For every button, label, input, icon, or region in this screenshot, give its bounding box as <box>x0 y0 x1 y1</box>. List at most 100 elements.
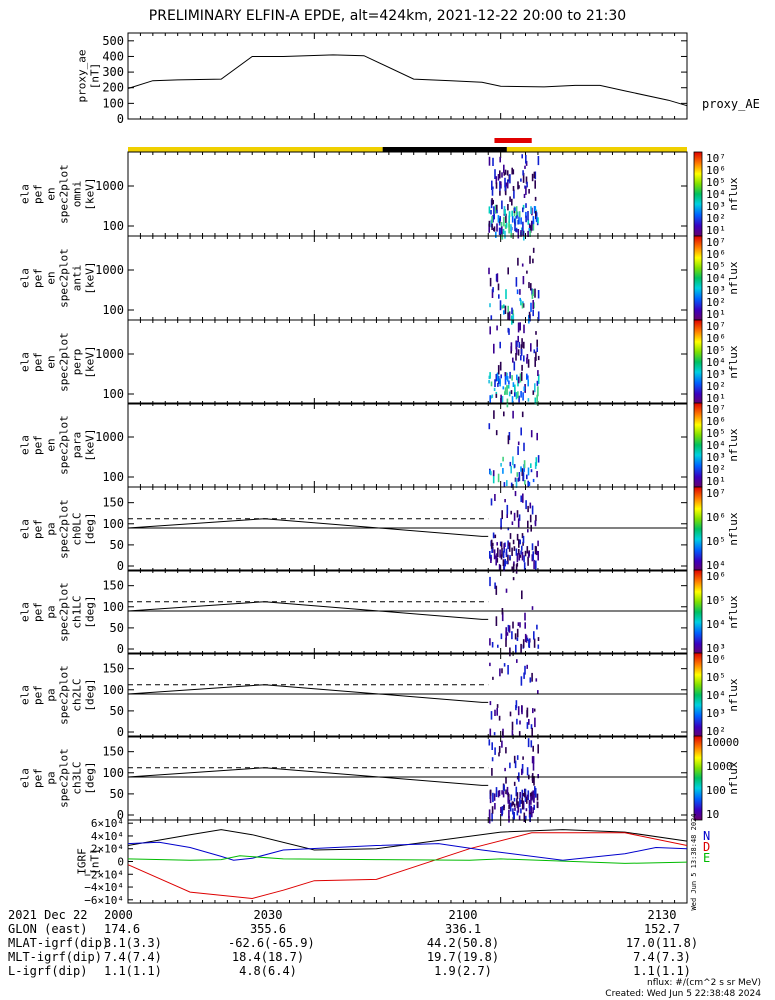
spectrogram-pixel <box>503 411 505 417</box>
spectrogram-pixel <box>518 553 521 561</box>
y-tick-label: 300 <box>102 65 124 79</box>
spectrogram-pixel <box>488 156 491 166</box>
spectrogram-pixel <box>515 277 518 287</box>
spectrogram-pixel <box>510 482 513 488</box>
spectrogram-pixel <box>515 548 518 556</box>
spectrogram-pixel <box>527 520 529 528</box>
spectrogram-pixel <box>503 805 505 811</box>
spectrogram-pixel <box>521 154 523 159</box>
spectrogram-pixel <box>507 267 509 275</box>
footer-row-value: 44.2(50.8) <box>426 936 500 950</box>
y-axis-label: [deg] <box>84 595 97 628</box>
spectrogram-pixel <box>506 786 509 796</box>
spectrogram-pixel <box>519 373 522 383</box>
spectrogram-pixel <box>506 182 509 189</box>
spectrogram-pixel <box>527 480 529 487</box>
y-tick-label: 150 <box>102 496 124 510</box>
spectrogram-pixel <box>537 744 539 754</box>
spectrogram-pixel <box>532 745 534 752</box>
spectrogram-pixel <box>501 731 504 735</box>
spectrogram-pixel <box>499 549 501 558</box>
y-tick-label: 400 <box>102 49 124 63</box>
spectrogram-pixel <box>506 560 508 565</box>
colorbar-tick-label: 10³ <box>706 642 726 655</box>
y-tick-label: 0 <box>117 559 124 573</box>
spectrogram-pixel <box>526 546 529 554</box>
spectrogram-pixel <box>529 814 531 822</box>
spectrogram-pixel <box>519 792 521 798</box>
spectrogram-pixel <box>499 170 501 179</box>
spectrogram-pixel <box>505 222 508 228</box>
colorbar-tick-label: 10³ <box>706 200 726 213</box>
spectrogram-pixel <box>515 786 518 797</box>
spectrogram-pixel <box>534 786 536 795</box>
y-axis-label: [keV] <box>84 261 97 294</box>
spectrogram-pixel <box>494 747 496 755</box>
spectrogram-pixel <box>520 371 523 381</box>
y-tick-label: 50 <box>110 787 124 801</box>
spectrogram-pixel <box>524 612 526 621</box>
spectrogram-pixel <box>511 216 514 223</box>
sunlight-bar <box>128 147 383 152</box>
spectrogram-pixel <box>500 806 502 814</box>
colorbar <box>693 235 703 321</box>
spectrogram-pixel <box>501 806 504 814</box>
y-tick-label: 6×10⁴ <box>91 817 124 830</box>
spectrogram-pixel <box>491 768 493 776</box>
y-tick-label: −4×10⁴ <box>84 881 124 894</box>
spectrogram-pixel <box>518 514 521 521</box>
spectrogram-pixel <box>497 215 500 223</box>
spectrogram-pixel <box>530 206 532 214</box>
spectrogram-pixel <box>498 746 501 753</box>
colorbar-tick-label: 10⁶ <box>706 415 726 428</box>
spectrogram-pixel <box>512 577 515 581</box>
x-tick-label: 2130 <box>647 908 677 922</box>
spectrogram-pixel <box>516 374 518 381</box>
panel-frame <box>127 151 688 237</box>
spectrogram-pixel <box>531 505 534 515</box>
spectrogram-pixel <box>529 255 531 264</box>
spectrogram-pixel <box>501 740 503 748</box>
spectrogram-pixel <box>512 621 514 629</box>
spectrogram-pixel <box>488 206 491 214</box>
legend-entry: N <box>703 829 710 843</box>
y-axis-label: spec2plot <box>58 665 71 725</box>
spectrogram-pixel <box>508 220 510 228</box>
colorbar-tick-label: 10¹ <box>706 475 726 488</box>
spectrogram-pixel <box>498 715 501 721</box>
spectrogram-pixel <box>534 206 537 210</box>
spectrogram-pixel <box>521 263 524 267</box>
spectrogram-pixel <box>519 554 522 558</box>
spectrogram-pixel <box>525 176 528 184</box>
spectrogram-pixel <box>491 812 493 822</box>
spectrogram-pixel <box>490 210 492 215</box>
spectrogram-pixel <box>489 372 491 379</box>
spectrogram-pixel <box>503 172 506 176</box>
spectrogram-pixel <box>504 375 507 385</box>
spectrogram-pixel <box>522 172 525 183</box>
spectrogram-pixel <box>532 247 535 253</box>
spectrogram-pixel <box>510 224 512 232</box>
spectrogram-pixel <box>498 222 501 226</box>
spectrogram-pixel <box>529 502 532 509</box>
spectrogram-pixel <box>516 718 518 725</box>
spectrogram-pixel <box>494 582 496 589</box>
spectrogram-pixel <box>530 795 532 805</box>
y-tick-label: 100 <box>102 96 124 110</box>
spectrogram-pixel <box>531 812 533 818</box>
y-axis-label: pef <box>32 352 45 372</box>
spectrogram-pixel <box>502 386 505 390</box>
spectrogram-pixel <box>500 541 503 548</box>
spectrogram-pixel <box>534 357 536 367</box>
spectrogram-pixel <box>505 213 507 224</box>
colorbar-label: nflux <box>727 261 740 294</box>
spectrogram-pixel <box>521 533 524 538</box>
spectrogram-pixel <box>520 466 522 472</box>
spectrogram-pixel <box>532 390 535 395</box>
colorbar-tick-label: 10⁵ <box>706 344 726 357</box>
spectrogram-pixel <box>513 781 516 786</box>
spectrogram-pixel <box>490 711 493 720</box>
spectrogram-pixel <box>494 534 497 539</box>
spectrogram-pixel <box>511 307 513 315</box>
